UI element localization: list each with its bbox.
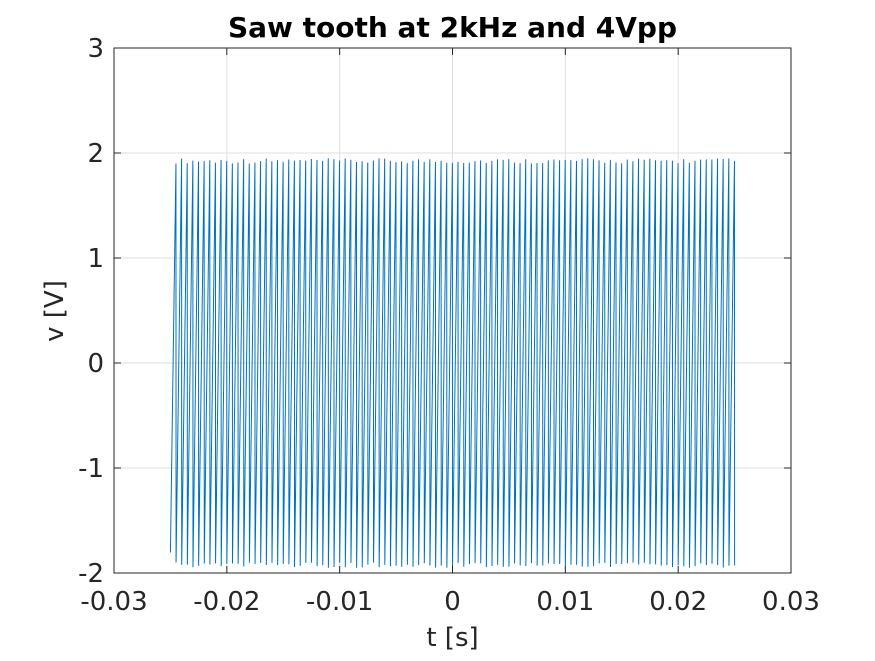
x-tick-label: -0.01 <box>306 587 373 617</box>
y-axis-label: v [V] <box>40 280 70 342</box>
y-tick-label: 0 <box>87 349 104 379</box>
y-tick-label: 2 <box>87 139 104 169</box>
y-tick-label: -2 <box>78 559 104 589</box>
series-layer <box>169 158 736 568</box>
x-tick-label: 0.02 <box>649 587 707 617</box>
x-tick-label: -0.02 <box>193 587 260 617</box>
y-tick-labels: -2 -1 0 1 2 3 <box>78 34 104 589</box>
x-tick-label: 0 <box>444 587 461 617</box>
tick-marks <box>113 47 792 574</box>
chart-title: Saw tooth at 2kHz and 4Vpp <box>228 11 677 44</box>
x-tick-label: 0.01 <box>536 587 594 617</box>
y-tick-label: 1 <box>87 244 104 274</box>
x-tick-labels: -0.03 -0.02 -0.01 0 0.01 0.02 0.03 <box>80 587 820 617</box>
y-tick-label: -1 <box>78 454 104 484</box>
x-axis-label: t [s] <box>426 623 478 653</box>
x-tick-label: -0.03 <box>80 587 147 617</box>
x-tick-label: 0.03 <box>762 587 820 617</box>
y-tick-label: 3 <box>87 34 104 64</box>
saw-tooth-series-line <box>169 158 736 568</box>
